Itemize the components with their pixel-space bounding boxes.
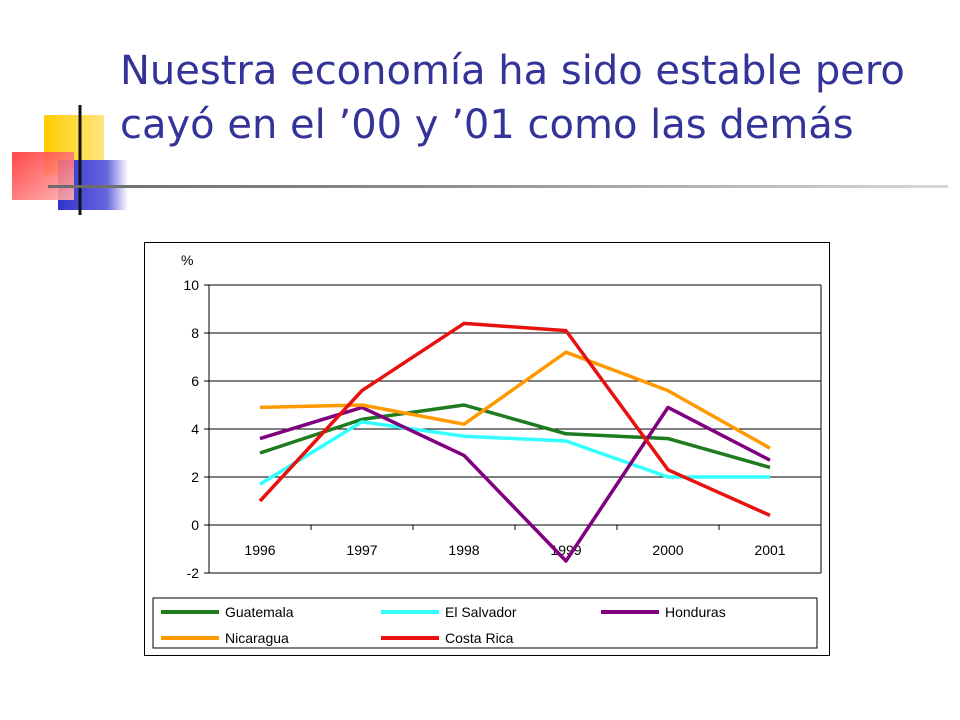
legend-label-guatemala: Guatemala <box>225 604 294 620</box>
series-line-nicaragua <box>259 350 771 450</box>
series-line-guatemala <box>259 403 771 470</box>
slide-title: Nuestra economía ha sido estable pero ca… <box>120 44 950 152</box>
series-line-honduras <box>259 405 771 563</box>
legend-label-el-salvador: El Salvador <box>445 604 517 620</box>
x-tick-label: 1998 <box>448 542 479 558</box>
legend-label-nicaragua: Nicaragua <box>225 630 289 646</box>
legend-box <box>152 597 818 649</box>
y-tick-label: 2 <box>191 469 199 485</box>
series-lines <box>258 321 771 563</box>
legend-label-costa-rica: Costa Rica <box>445 630 514 646</box>
x-tick-label: 2001 <box>754 542 785 558</box>
x-tick-labels: 1996 1997 1998 1999 2000 2001 <box>244 542 785 558</box>
axes <box>204 284 822 574</box>
red-square <box>12 152 74 200</box>
gridlines <box>209 284 821 478</box>
series-line-costa-rica <box>258 321 771 517</box>
title-underline <box>48 185 948 188</box>
slide-title-line-1: Nuestra economía ha sido estable pero <box>120 48 905 94</box>
x-tick-label: 1997 <box>346 542 377 558</box>
y-tick-label: 8 <box>191 325 199 341</box>
y-tick-label: 6 <box>191 373 199 389</box>
y-tick-label: 4 <box>191 421 199 437</box>
y-axis-label: % <box>181 252 193 268</box>
chart-container: % -2 0 2 4 6 8 10 1996 1997 1998 1999 2000 2001 Gua… <box>144 242 830 656</box>
y-tick-labels: -2 0 2 4 6 8 10 <box>183 277 199 581</box>
y-tick-label: -2 <box>187 565 200 581</box>
x-tick-label: 1996 <box>244 542 275 558</box>
x-tick-label: 2000 <box>652 542 683 558</box>
y-tick-label: 0 <box>191 517 199 533</box>
y-tick-label: 10 <box>183 277 199 293</box>
slide-title-line-2: cayó en el ’00 y ’01 como las demás <box>120 102 854 148</box>
legend: Guatemala El Salvador Honduras Nicaragua Cos… <box>161 604 726 646</box>
legend-label-honduras: Honduras <box>665 604 726 620</box>
series-line-el-salvador <box>259 420 770 486</box>
